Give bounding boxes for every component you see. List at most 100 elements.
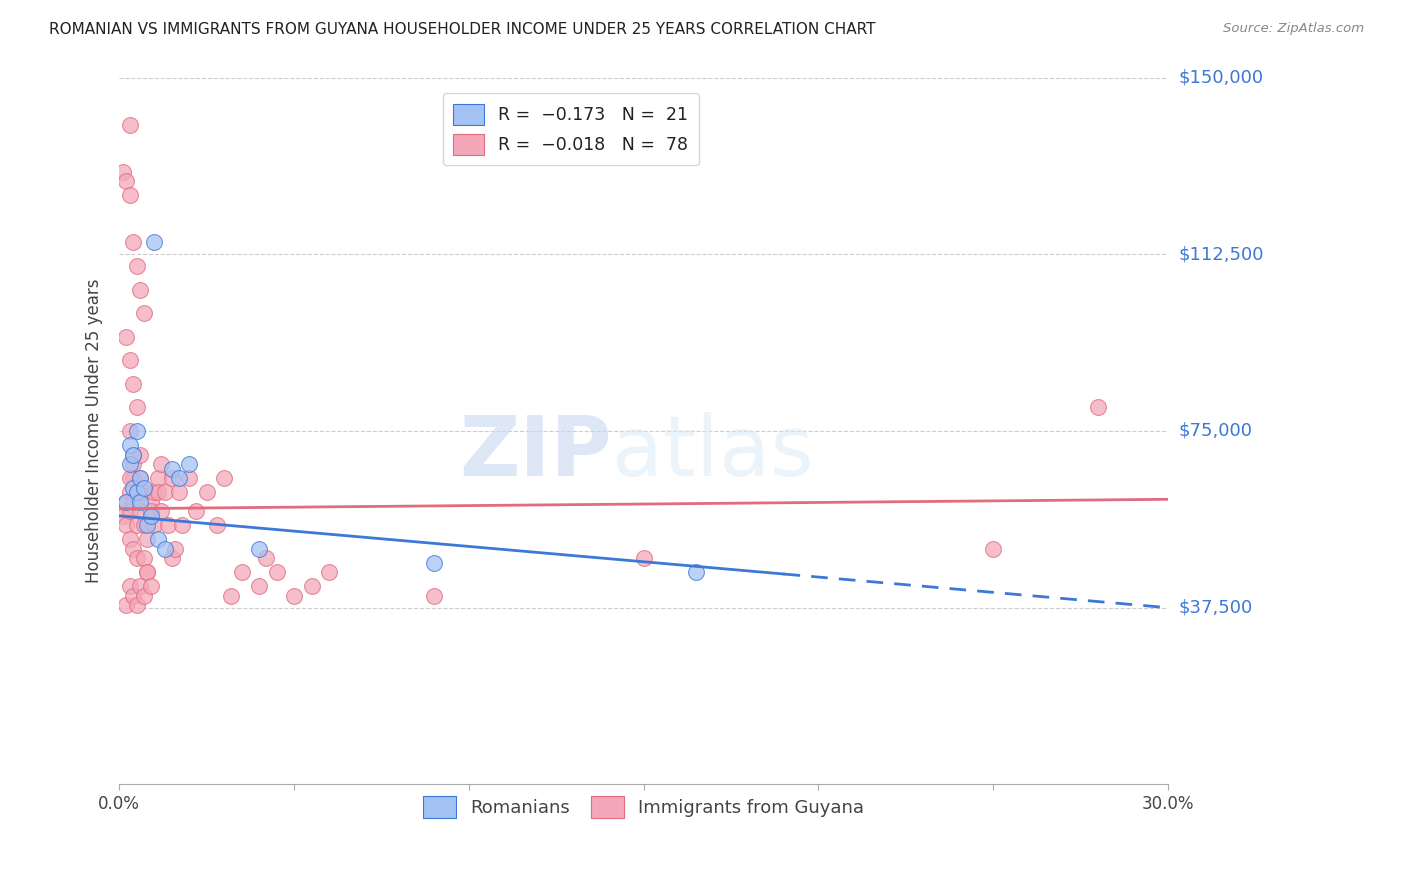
Point [136, 533, 159, 547]
Point [129, 580, 152, 594]
Point [122, 481, 145, 495]
Point [122, 541, 145, 556]
Point [125, 518, 148, 533]
Point [254, 551, 277, 566]
Point [129, 283, 152, 297]
Point [122, 457, 145, 471]
Point [167, 471, 190, 485]
Point [160, 551, 183, 566]
Y-axis label: Householder Income Under 25 years: Householder Income Under 25 years [86, 278, 103, 583]
Point [981, 541, 1004, 556]
Point [231, 566, 253, 580]
Point [157, 518, 180, 533]
Point [125, 485, 148, 500]
Point [153, 485, 176, 500]
Text: $112,500: $112,500 [1178, 245, 1264, 263]
Point [111, 165, 134, 179]
Text: $150,000: $150,000 [1178, 69, 1264, 87]
Point [122, 589, 145, 603]
Point [195, 485, 218, 500]
Point [118, 504, 141, 518]
Point [160, 461, 183, 475]
Point [283, 589, 305, 603]
Point [139, 580, 162, 594]
Point [212, 471, 235, 485]
Point [167, 485, 190, 500]
Point [132, 518, 155, 533]
Point [129, 471, 152, 485]
Point [125, 599, 148, 613]
Point [118, 438, 141, 452]
Legend: Romanians, Immigrants from Guyana: Romanians, Immigrants from Guyana [416, 789, 872, 825]
Point [1087, 401, 1109, 415]
Point [143, 485, 166, 500]
Point [146, 485, 169, 500]
Point [146, 471, 169, 485]
Text: Source: ZipAtlas.com: Source: ZipAtlas.com [1223, 22, 1364, 36]
Point [129, 494, 152, 508]
Point [423, 556, 446, 570]
Point [633, 551, 655, 566]
Point [132, 485, 155, 500]
Point [179, 457, 201, 471]
Point [132, 589, 155, 603]
Point [139, 494, 162, 508]
Point [146, 533, 169, 547]
Point [165, 541, 187, 556]
Point [122, 376, 145, 391]
Point [122, 494, 145, 508]
Text: ROMANIAN VS IMMIGRANTS FROM GUYANA HOUSEHOLDER INCOME UNDER 25 YEARS CORRELATION: ROMANIAN VS IMMIGRANTS FROM GUYANA HOUSE… [49, 22, 876, 37]
Point [160, 471, 183, 485]
Point [118, 424, 141, 438]
Text: $37,500: $37,500 [1178, 599, 1253, 616]
Text: $75,000: $75,000 [1178, 422, 1253, 440]
Point [115, 494, 138, 508]
Point [136, 518, 159, 533]
Point [132, 306, 155, 320]
Point [118, 457, 141, 471]
Point [129, 504, 152, 518]
Point [153, 541, 176, 556]
Text: ZIP: ZIP [460, 412, 612, 492]
Point [125, 485, 148, 500]
Point [139, 508, 162, 523]
Point [118, 353, 141, 368]
Point [122, 448, 145, 462]
Point [118, 580, 141, 594]
Point [125, 424, 148, 438]
Point [129, 448, 152, 462]
Point [129, 471, 152, 485]
Point [139, 504, 162, 518]
Point [118, 188, 141, 202]
Point [125, 551, 148, 566]
Point [143, 518, 166, 533]
Point [132, 481, 155, 495]
Point [172, 518, 194, 533]
Point [118, 485, 141, 500]
Point [118, 471, 141, 485]
Point [132, 551, 155, 566]
Point [150, 504, 173, 518]
Point [186, 504, 208, 518]
Point [122, 235, 145, 250]
Point [115, 518, 138, 533]
Point [122, 471, 145, 485]
Point [118, 533, 141, 547]
Point [115, 329, 138, 343]
Point [122, 448, 145, 462]
Point [685, 566, 707, 580]
Point [301, 580, 323, 594]
Point [136, 566, 159, 580]
Point [423, 589, 446, 603]
Point [115, 599, 138, 613]
Point [118, 118, 141, 132]
Point [115, 174, 138, 188]
Point [219, 589, 242, 603]
Point [150, 457, 173, 471]
Point [247, 580, 270, 594]
Text: atlas: atlas [612, 412, 814, 492]
Point [266, 566, 288, 580]
Point [318, 566, 340, 580]
Point [115, 494, 138, 508]
Point [136, 566, 159, 580]
